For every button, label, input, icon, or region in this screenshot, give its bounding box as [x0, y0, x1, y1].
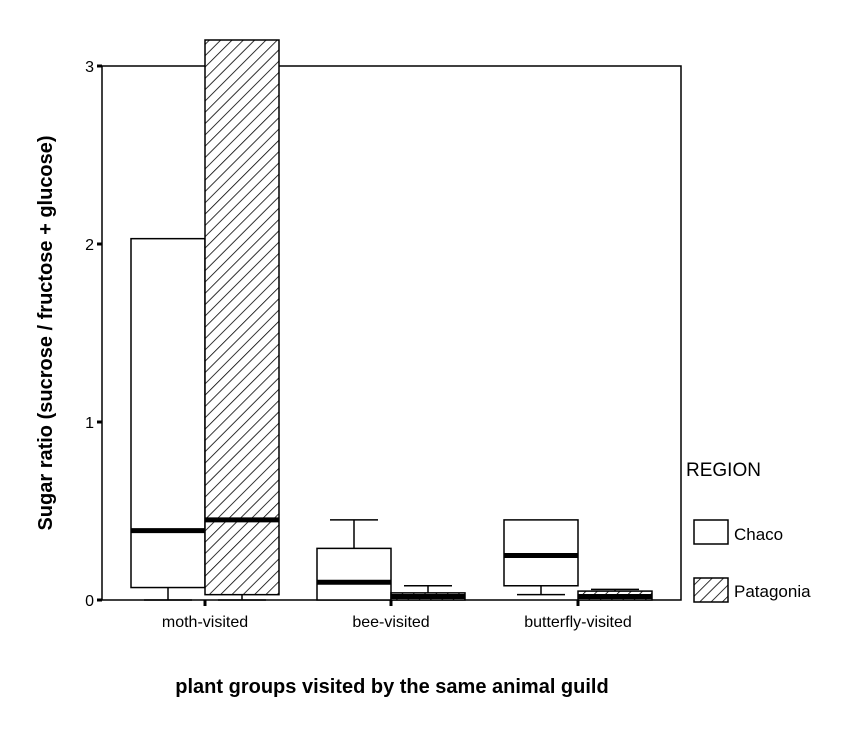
y-axis-title: Sugar ratio (sucrose / fructose + glucos…	[35, 135, 57, 530]
box-series	[130, 39, 653, 601]
box-patagonia-bee-visited	[390, 585, 466, 601]
legend-label-chaco: Chaco	[734, 525, 783, 544]
legend: REGION Chaco Patagonia	[686, 460, 811, 603]
legend-label-patagonia: Patagonia	[734, 582, 811, 601]
box-chaco-butterfly-visited	[503, 519, 579, 596]
box-patagonia-moth-visited	[204, 39, 280, 601]
box-body	[204, 39, 280, 596]
legend-swatch-patagonia	[693, 577, 729, 603]
x-tick-label: butterfly-visited	[524, 614, 632, 631]
x-axis: moth-visited bee-visited butterfly-visited	[162, 600, 632, 631]
y-tick-label: 2	[85, 237, 94, 254]
legend-title: REGION	[686, 460, 761, 481]
x-tick-label: moth-visited	[162, 614, 248, 631]
x-tick-label: bee-visited	[352, 614, 429, 631]
box-body	[503, 519, 579, 587]
box-chaco-moth-visited	[130, 237, 206, 601]
y-tick-label: 1	[85, 415, 94, 432]
legend-swatch-chaco	[693, 519, 729, 545]
box-patagonia-butterfly-visited	[577, 588, 653, 601]
y-tick-label: 0	[85, 593, 94, 610]
x-axis-title: plant groups visited by the same animal …	[175, 676, 608, 698]
box-body	[316, 547, 392, 601]
box-chaco-bee-visited	[316, 519, 392, 601]
y-tick-label: 3	[85, 59, 94, 76]
y-axis: 0 1 2 3	[85, 59, 102, 610]
box-body	[130, 237, 206, 589]
